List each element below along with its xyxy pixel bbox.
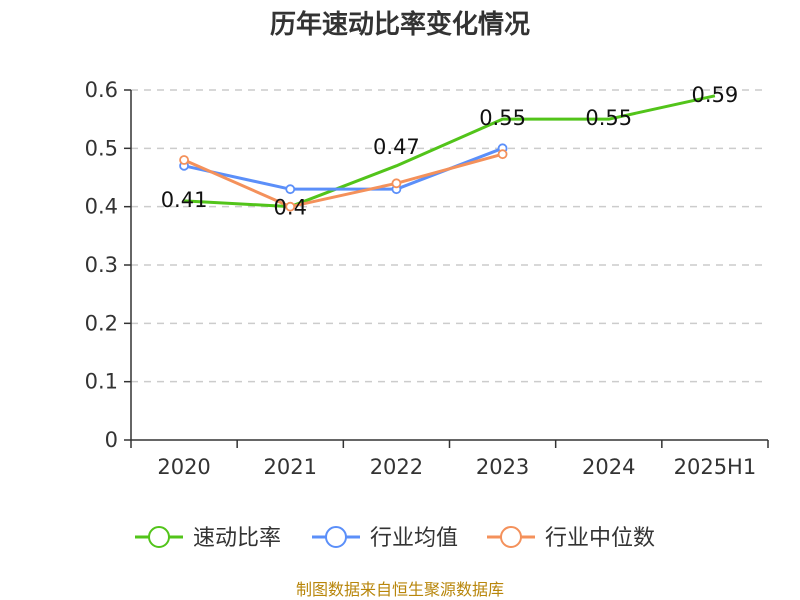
x-tick-label: 2025H1 [674,455,757,479]
legend-item[interactable]: 速动比率 [135,526,281,551]
legend[interactable]: 速动比率 行业均值 行业中位数 [135,526,655,551]
data-label: 0.4 [274,196,307,220]
data-label: 0.55 [479,106,526,130]
data-point [179,155,189,165]
data-point [285,184,296,195]
y-tick-label: 0.4 [85,195,118,219]
series-line [183,152,503,209]
data-label: 0.47 [373,135,420,159]
series [179,94,716,212]
legend-item[interactable]: 行业均值 [312,526,458,551]
y-tick-label: 0.3 [85,253,118,277]
y-tick-label: 0 [105,428,118,452]
legend-label: 行业中位数 [545,526,655,551]
y-tick-label: 0.1 [85,370,118,394]
x-tick-label: 2021 [264,455,317,479]
legend-label: 速动比率 [193,526,281,551]
source-note: 制图数据来自恒生聚源数据库 [296,580,504,599]
data-labels: 0.41 0.4 0.47 0.55 0.55 0.59 [161,83,739,220]
legend-marker [148,526,170,548]
data-point [391,178,402,189]
data-point [285,201,296,212]
chart-title: 历年速动比率变化情况 [270,9,530,40]
x-tick-label: 2020 [157,455,210,479]
legend-marker [325,526,347,548]
legend-marker [500,526,522,548]
data-label: 0.59 [692,83,739,107]
legend-label: 行业均值 [370,526,458,551]
y-tick-label: 0.6 [85,78,118,102]
x-tick-label: 2022 [370,455,423,479]
axes: 0 0.1 0.2 0.3 0.4 0.5 0.6 2020 2021 2022 2023 2024 2… [85,78,769,479]
data-label: 0.41 [161,188,208,212]
grid [131,89,768,383]
series-line [184,94,716,209]
x-tick-label: 2023 [476,455,529,479]
data-label: 0.55 [585,106,632,130]
data-point [497,149,508,160]
x-tick-label: 2024 [582,455,635,479]
y-tick-label: 0.2 [85,311,118,335]
legend-item[interactable]: 行业中位数 [487,526,655,551]
y-tick-label: 0.5 [85,136,118,160]
